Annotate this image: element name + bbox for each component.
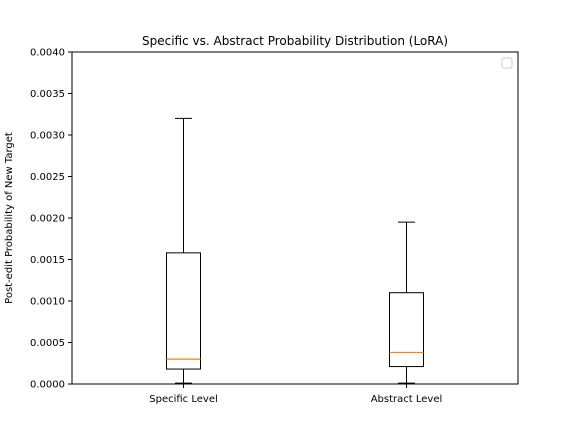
legend-box [501, 57, 513, 69]
y-tick-label: 0.0035 [30, 89, 65, 100]
y-tick-label: 0.0015 [30, 255, 65, 266]
iqr-box [389, 292, 424, 368]
y-axis-label: Post-edit Probability of New Target [4, 132, 15, 304]
iqr-box [166, 252, 201, 370]
y-tick-label: 0.0040 [30, 48, 65, 59]
y-tick-label: 0.0025 [30, 172, 65, 183]
chart-title: Specific vs. Abstract Probability Distri… [142, 34, 448, 48]
y-tick-label: 0.0010 [30, 297, 65, 308]
y-tick-label: 0.0030 [30, 131, 65, 142]
plot-area: 0.0000 0.0005 0.0010 0.0015 0.0020 0.0025 0.00… [30, 48, 519, 405]
axes-frame [71, 51, 519, 385]
y-tick-label: 0.0000 [30, 380, 65, 391]
y-tick-label: 0.0005 [30, 338, 65, 349]
x-tick-label: Specific Level [149, 394, 218, 405]
x-tick-label: Abstract Level [371, 394, 443, 405]
y-tick-label: 0.0020 [30, 214, 65, 225]
